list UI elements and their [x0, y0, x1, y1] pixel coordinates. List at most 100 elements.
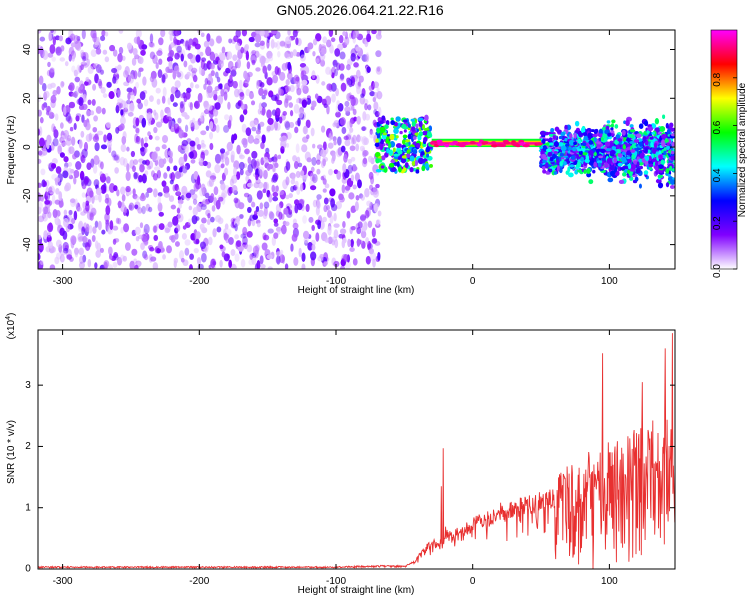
- heatmap-cell: [143, 254, 149, 261]
- heatmap-cell: [349, 94, 355, 100]
- heatmap-cell: [227, 101, 231, 110]
- heatmap-cell: [239, 92, 245, 97]
- heatmap-cell: [192, 74, 198, 83]
- heatmap-cell: [268, 210, 274, 219]
- heatmap-cell: [341, 126, 347, 135]
- heatmap-cell: [59, 200, 64, 208]
- heatmap-cell: [553, 141, 559, 148]
- heatmap-cell: [123, 108, 129, 115]
- heatmap-cell: [375, 33, 382, 40]
- heatmap-cell: [72, 153, 77, 160]
- heatmap-cell: [647, 126, 654, 132]
- heatmap-cell: [178, 202, 182, 209]
- heatmap-cell: [240, 103, 247, 110]
- heatmap-cell: [116, 189, 120, 197]
- heatmap-cell: [639, 152, 645, 159]
- heatmap-cell: [636, 161, 640, 168]
- heatmap-cell: [60, 250, 67, 256]
- heatmap-cell: [201, 252, 207, 263]
- heatmap-cell: [273, 222, 279, 227]
- heatmap-cell: [224, 156, 230, 166]
- heatmap-cell: [119, 123, 125, 131]
- heatmap-cell: [73, 169, 80, 179]
- heatmap-cell: [206, 161, 212, 169]
- heatmap-cell: [417, 157, 424, 165]
- heatmap-cell: [170, 42, 175, 48]
- heatmap-cell: [346, 58, 353, 66]
- heatmap-cell: [52, 137, 59, 147]
- heatmap-cell: [78, 104, 85, 111]
- heatmap-cell: [219, 148, 226, 154]
- heatmap-cell: [404, 162, 409, 169]
- heatmap-cell: [51, 194, 56, 205]
- heatmap-cell: [39, 117, 44, 124]
- heatmap-cell: [151, 151, 158, 161]
- heatmap-cell: [48, 185, 55, 195]
- heatmap-cell: [244, 43, 250, 51]
- heatmap-cell: [336, 100, 340, 106]
- colorbar-tick-label: 0.2: [712, 216, 723, 230]
- heatmap-cell: [43, 90, 50, 99]
- heatmap-cell: [310, 185, 317, 191]
- heatmap-cell: [112, 153, 119, 161]
- heatmap-cell: [541, 159, 547, 164]
- heatmap-cell: [420, 151, 425, 156]
- heatmap-cell: [38, 158, 42, 164]
- heatmap-cell: [50, 30, 57, 35]
- heatmap-cell: [344, 259, 351, 269]
- heatmap-cell: [259, 264, 266, 269]
- heatmap-cell: [670, 150, 675, 155]
- heatmap-cell: [150, 170, 156, 178]
- heatmap-cell: [193, 248, 199, 254]
- heatmap-cell: [173, 38, 179, 45]
- heatmap-cell: [292, 155, 297, 162]
- heatmap-cell: [41, 148, 48, 156]
- heatmap-cell: [344, 106, 351, 113]
- heatmap-cell: [416, 143, 421, 148]
- heatmap-cell: [80, 176, 85, 187]
- heatmap-cell: [181, 111, 188, 117]
- heatmap-cell: [290, 178, 296, 185]
- heatmap-cell: [218, 196, 224, 202]
- heatmap-cell: [254, 210, 258, 216]
- heatmap-cell: [302, 125, 309, 135]
- heatmap-cell: [396, 161, 400, 168]
- heatmap-cell: [104, 172, 109, 178]
- heatmap-cell: [119, 156, 126, 166]
- heatmap-cell: [158, 158, 165, 168]
- heatmap-cell: [233, 88, 240, 98]
- heatmap-cell: [288, 102, 294, 108]
- heatmap-cell: [548, 137, 553, 142]
- heatmap-cell: [364, 209, 370, 219]
- heatmap-cell: [229, 178, 234, 187]
- heatmap-cell: [206, 218, 211, 226]
- heatmap-cell: [242, 231, 249, 239]
- heatmap-cell: [325, 39, 332, 48]
- heatmap-cell: [635, 133, 642, 139]
- colorbar-tick-label: 0.8: [712, 72, 723, 86]
- heatmap-cell: [322, 141, 327, 151]
- heatmap-cell: [181, 233, 187, 240]
- heatmap-cell: [337, 136, 342, 146]
- heatmap-cell: [610, 123, 614, 128]
- heatmap-cell: [53, 126, 57, 134]
- heatmap-cell: [369, 130, 375, 139]
- heatmap-cell: [550, 127, 555, 133]
- heatmap-cell: [267, 228, 274, 234]
- heatmap-cell: [340, 82, 347, 92]
- heatmap-cell: [388, 142, 392, 149]
- heatmap-cell: [240, 258, 246, 268]
- heatmap-cell: [137, 234, 144, 240]
- heatmap-cell: [263, 234, 270, 241]
- heatmap-cell: [307, 241, 313, 251]
- heatmap-cell: [81, 30, 86, 40]
- heatmap-cell: [547, 151, 553, 157]
- heatmap-cell: [414, 159, 419, 166]
- heatmap-cell: [166, 116, 173, 122]
- heatmap-cell: [252, 119, 259, 128]
- heatmap-cell: [349, 127, 354, 133]
- heatmap-cell: [97, 130, 104, 136]
- heatmap-cell: [666, 142, 670, 146]
- snr-multiplier-exp: 4: [5, 316, 12, 320]
- heatmap-cell: [311, 224, 315, 232]
